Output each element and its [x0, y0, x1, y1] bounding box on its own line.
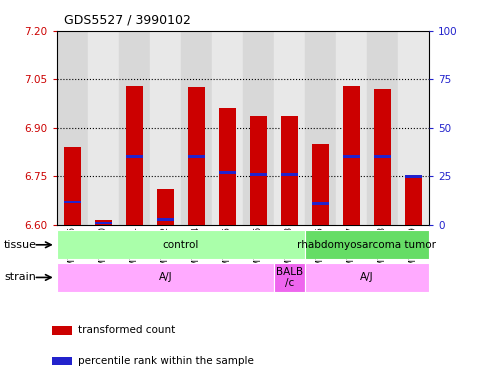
Bar	[250, 173, 267, 176]
Bar	[336, 31, 367, 225]
Bar	[281, 173, 298, 176]
Bar	[119, 31, 150, 225]
Bar	[398, 31, 429, 225]
Bar	[188, 87, 205, 225]
Bar	[157, 218, 174, 221]
Bar	[95, 222, 112, 225]
Bar	[64, 200, 81, 204]
Text: rhabdomyosarcoma tumor: rhabdomyosarcoma tumor	[297, 240, 436, 250]
Text: A/J: A/J	[360, 272, 374, 283]
Bar	[95, 220, 112, 225]
Bar	[274, 31, 305, 225]
Bar	[181, 31, 212, 225]
Bar	[281, 116, 298, 225]
Bar	[243, 31, 274, 225]
Bar	[57, 263, 274, 292]
Bar	[305, 230, 429, 259]
Text: control: control	[163, 240, 199, 250]
Bar	[64, 147, 81, 225]
Bar	[126, 155, 143, 158]
Bar	[367, 31, 398, 225]
Bar	[188, 155, 205, 158]
Text: percentile rank within the sample: percentile rank within the sample	[78, 356, 254, 366]
Bar	[374, 155, 391, 158]
Bar	[305, 31, 336, 225]
Text: A/J: A/J	[158, 272, 172, 283]
Bar	[88, 31, 119, 225]
Bar	[274, 263, 305, 292]
Bar	[250, 116, 267, 225]
Bar	[219, 172, 236, 174]
Bar	[212, 31, 243, 225]
Bar	[405, 176, 422, 225]
Bar	[157, 189, 174, 225]
Bar	[312, 202, 329, 205]
Text: strain: strain	[4, 272, 36, 283]
Bar	[52, 326, 72, 334]
Text: tissue: tissue	[4, 240, 37, 250]
Bar	[405, 175, 422, 178]
Bar	[305, 263, 429, 292]
Text: transformed count: transformed count	[78, 325, 176, 335]
Bar	[343, 155, 360, 158]
Text: BALB
/c: BALB /c	[276, 266, 303, 288]
Bar	[52, 357, 72, 365]
Bar	[219, 108, 236, 225]
Bar	[343, 86, 360, 225]
Bar	[57, 31, 88, 225]
Bar	[126, 86, 143, 225]
Bar	[57, 230, 305, 259]
Text: GDS5527 / 3990102: GDS5527 / 3990102	[64, 13, 191, 26]
Bar	[312, 144, 329, 225]
Bar	[150, 31, 181, 225]
Bar	[374, 89, 391, 225]
